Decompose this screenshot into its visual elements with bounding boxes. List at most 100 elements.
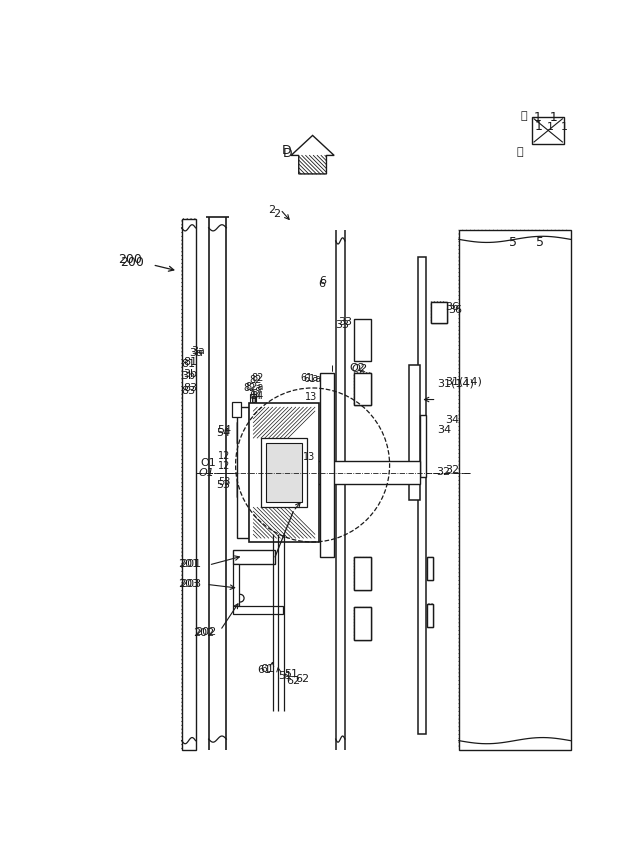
Text: 62: 62: [296, 674, 310, 685]
Text: 202: 202: [193, 628, 215, 638]
Text: 53: 53: [216, 480, 230, 490]
Text: 図: 図: [520, 111, 527, 121]
Text: 3a: 3a: [191, 346, 205, 356]
Text: 82: 82: [251, 373, 263, 382]
Text: 3a: 3a: [189, 348, 204, 358]
Text: O1: O1: [200, 459, 216, 468]
Text: 6: 6: [318, 278, 325, 289]
Text: 61a: 61a: [303, 375, 322, 384]
Polygon shape: [253, 508, 315, 538]
Text: D: D: [283, 148, 292, 161]
Text: 83: 83: [183, 383, 197, 393]
Text: 33: 33: [335, 320, 349, 330]
Bar: [354, 373, 371, 405]
Text: 200: 200: [118, 253, 143, 266]
Text: 6: 6: [319, 277, 326, 286]
Bar: [232, 550, 275, 564]
Text: 53: 53: [218, 478, 230, 487]
Text: 3b: 3b: [183, 369, 197, 379]
Text: 82a: 82a: [243, 382, 262, 393]
Text: 2: 2: [273, 210, 280, 219]
Text: 81: 81: [181, 359, 196, 369]
Bar: [428, 557, 433, 581]
Bar: [431, 302, 447, 323]
Text: 31(14): 31(14): [445, 376, 482, 387]
Text: 84: 84: [250, 391, 262, 401]
Text: 54: 54: [216, 428, 230, 438]
Text: 32: 32: [436, 466, 450, 477]
Text: 82a: 82a: [245, 381, 263, 392]
Text: 203: 203: [179, 579, 200, 589]
Bar: [428, 604, 433, 627]
Text: 61: 61: [257, 665, 271, 675]
Text: 200: 200: [120, 255, 144, 269]
Text: 61: 61: [260, 664, 274, 673]
Polygon shape: [237, 417, 253, 449]
Bar: [428, 557, 433, 581]
Bar: [431, 302, 447, 323]
Bar: [274, 461, 420, 484]
Text: 201: 201: [179, 559, 200, 569]
Text: O2: O2: [351, 364, 367, 375]
Bar: [250, 394, 257, 404]
Text: 3b: 3b: [182, 371, 196, 381]
Text: 図: 図: [516, 147, 524, 157]
Bar: [232, 402, 241, 417]
Text: 13: 13: [305, 392, 317, 402]
Bar: [418, 257, 426, 734]
Text: D: D: [282, 144, 291, 157]
Bar: [237, 407, 249, 538]
Bar: [409, 365, 420, 500]
Bar: [354, 607, 371, 640]
Bar: [252, 396, 255, 402]
Bar: [354, 557, 371, 590]
Bar: [266, 443, 302, 502]
Bar: [232, 564, 239, 606]
Text: 203: 203: [180, 579, 201, 589]
Bar: [320, 373, 334, 557]
Bar: [354, 557, 371, 590]
Text: 2: 2: [269, 204, 276, 215]
Text: 51: 51: [278, 671, 292, 680]
Text: 12: 12: [218, 451, 230, 461]
Text: 51: 51: [284, 669, 298, 679]
Bar: [420, 415, 426, 477]
Text: 34: 34: [437, 425, 451, 435]
Text: 12: 12: [218, 461, 230, 471]
Text: 5: 5: [509, 235, 517, 248]
Text: 84: 84: [251, 391, 263, 401]
Text: 31(14): 31(14): [437, 379, 474, 389]
Text: 62: 62: [287, 676, 301, 686]
Bar: [428, 604, 433, 627]
Bar: [459, 230, 570, 750]
Bar: [532, 117, 564, 144]
Text: 13: 13: [303, 452, 315, 462]
Text: 1: 1: [534, 120, 542, 133]
Text: 82: 82: [250, 375, 262, 385]
Text: 202: 202: [195, 627, 216, 637]
Text: 201: 201: [180, 559, 201, 569]
Text: 5: 5: [536, 235, 544, 248]
Text: O1: O1: [199, 467, 215, 478]
Text: O2: O2: [349, 363, 365, 373]
Text: 32: 32: [445, 465, 459, 475]
Text: 36: 36: [448, 305, 462, 314]
Bar: [354, 319, 371, 361]
Bar: [250, 404, 319, 542]
Bar: [232, 606, 283, 613]
Polygon shape: [237, 472, 253, 502]
Bar: [182, 218, 196, 750]
Text: 36: 36: [445, 302, 459, 312]
Text: 61a: 61a: [300, 373, 319, 382]
Text: 54: 54: [218, 425, 232, 435]
Text: 83: 83: [181, 387, 196, 397]
Text: 1  1: 1 1: [547, 122, 568, 132]
Text: 81: 81: [183, 357, 197, 367]
Text: 33: 33: [339, 317, 353, 327]
Bar: [354, 373, 371, 405]
Bar: [354, 607, 371, 640]
Bar: [261, 438, 307, 508]
Polygon shape: [253, 407, 315, 438]
Polygon shape: [291, 136, 334, 174]
Text: 1  1: 1 1: [534, 111, 558, 124]
